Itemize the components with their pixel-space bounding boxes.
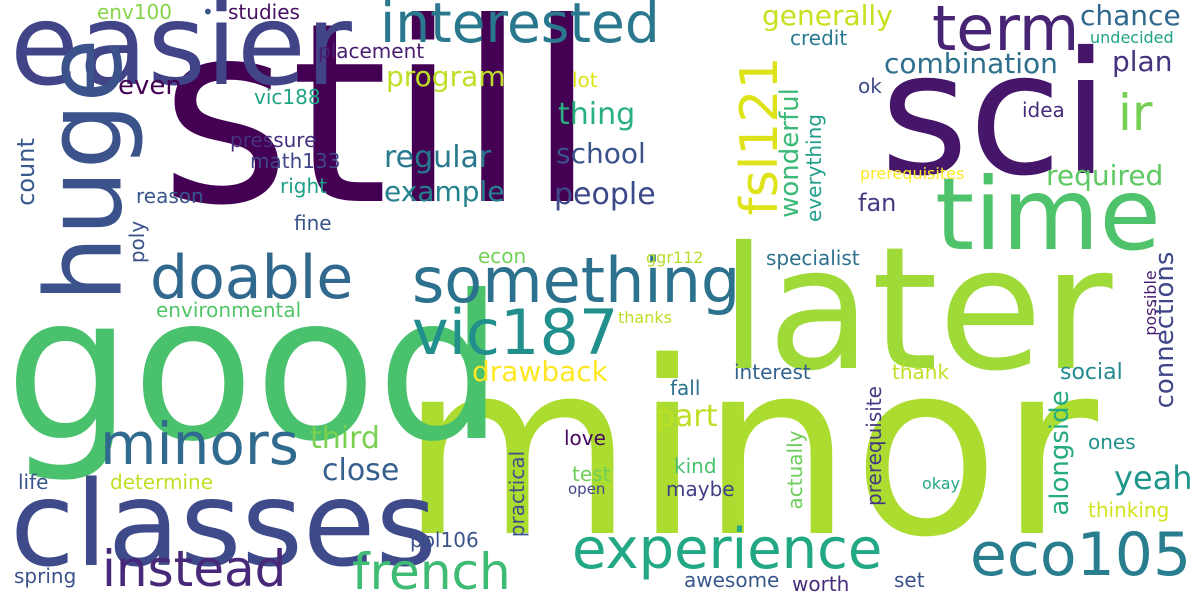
word-ggr112: ggr112 xyxy=(646,248,704,267)
word-plan: plan xyxy=(1112,45,1173,78)
word-even: even xyxy=(118,71,182,101)
word-thanks: thanks xyxy=(618,308,672,327)
word-french: french xyxy=(352,543,511,600)
word-vic187: vic187 xyxy=(412,296,619,369)
word-lot: lot xyxy=(572,68,598,92)
word-placement: placement xyxy=(318,39,425,63)
word-ok: ok xyxy=(858,74,882,98)
word-program: program xyxy=(386,60,506,93)
word-vic188: vic188 xyxy=(254,85,321,109)
word-school: school xyxy=(556,137,646,170)
word-test: test xyxy=(572,462,611,486)
word-pol106: pol106 xyxy=(410,528,479,552)
word-interested: interested xyxy=(380,0,660,55)
word-minor: minor xyxy=(400,310,1099,590)
word-something: something xyxy=(412,244,741,317)
word-doable: doable xyxy=(150,243,354,313)
word-studies: studies xyxy=(228,0,300,24)
word-thank: thank xyxy=(892,360,950,384)
word-econ: econ xyxy=(478,244,527,268)
word-required: required xyxy=(1046,159,1164,192)
word-specialist: specialist xyxy=(766,246,860,270)
word-ones: ones xyxy=(1088,430,1136,454)
word-credit: credit xyxy=(790,26,848,50)
word-social: social xyxy=(1060,360,1123,385)
word-later: later xyxy=(720,211,1113,409)
word-interest: interest xyxy=(734,360,811,384)
word-regular: regular xyxy=(384,140,492,175)
word-sci: sci xyxy=(880,16,1110,214)
word-drawback: drawback xyxy=(472,355,608,388)
word-okay: okay xyxy=(922,474,961,493)
word-yeah: yeah xyxy=(1114,459,1193,497)
word-pressure: pressure xyxy=(230,128,317,152)
word-alongside: alongside xyxy=(1045,390,1075,516)
word-idea: idea xyxy=(1022,98,1065,122)
word-undecided: undecided xyxy=(1090,28,1174,47)
word-thinking: thinking xyxy=(1088,498,1170,522)
word-people: people xyxy=(554,177,656,212)
word-classes: classes xyxy=(10,455,438,593)
word-thing: thing xyxy=(558,97,636,132)
word-spring: spring xyxy=(14,564,77,588)
word-math133: math133 xyxy=(250,149,341,173)
word-actually: actually xyxy=(783,430,807,510)
word-wonderful: wonderful xyxy=(775,88,805,218)
word-experience: experience xyxy=(572,517,883,582)
word-count: count xyxy=(12,138,40,206)
word-ir: ir xyxy=(1118,84,1153,142)
word-dot-separator: • xyxy=(202,0,214,24)
word-reason: reason xyxy=(136,184,204,208)
word-prerequisites: prerequisites xyxy=(860,164,965,183)
word-combination: combination xyxy=(884,47,1058,80)
word-time: time xyxy=(935,156,1161,273)
word-good: good xyxy=(5,253,504,486)
word-fine: fine xyxy=(294,211,332,235)
word-fall: fall xyxy=(670,376,701,400)
word-eco105: eco105 xyxy=(970,520,1192,590)
word-generally: generally xyxy=(762,0,893,32)
word-right: right xyxy=(280,174,327,198)
word-env100: env100 xyxy=(97,0,172,24)
word-close: close xyxy=(322,453,400,488)
word-environmental: environmental xyxy=(156,298,302,322)
word-fan: fan xyxy=(858,189,897,217)
word-love: love xyxy=(564,426,606,450)
word-awesome: awesome xyxy=(684,568,780,592)
word-example: example xyxy=(384,175,505,208)
word-maybe: maybe xyxy=(666,477,735,501)
word-still: still xyxy=(160,0,597,260)
word-worth: worth xyxy=(792,572,850,596)
word-everything: everything xyxy=(802,114,826,222)
word-determine: determine xyxy=(110,470,214,494)
word-third: third xyxy=(310,421,380,456)
word-open: open xyxy=(568,480,606,498)
word-instead: instead xyxy=(102,540,287,598)
word-chance: chance xyxy=(1080,0,1181,32)
word-poly: poly xyxy=(125,220,149,264)
word-set: set xyxy=(894,568,925,592)
word-life: life xyxy=(18,470,49,494)
word-easier: easier xyxy=(10,0,352,111)
word-minors: minors xyxy=(100,410,299,478)
word-term: term xyxy=(932,0,1080,65)
word-part: part xyxy=(656,399,718,434)
word-kind: kind xyxy=(674,454,717,478)
word-possible: possible xyxy=(1141,270,1160,336)
word-practical: practical xyxy=(505,450,529,538)
word-prerequisite: prerequisite xyxy=(862,386,886,506)
